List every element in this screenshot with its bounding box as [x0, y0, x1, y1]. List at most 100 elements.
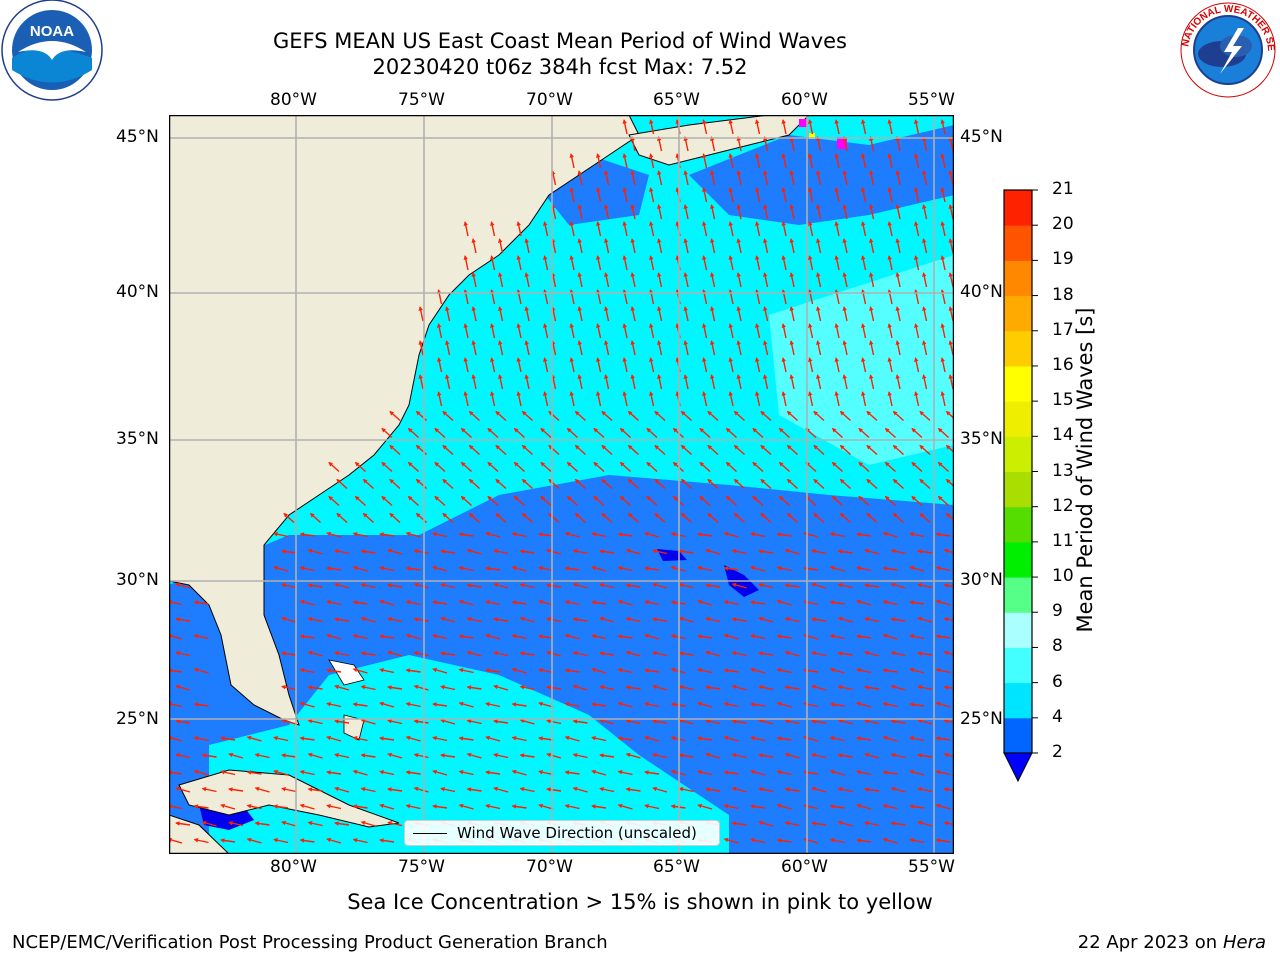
wind-wave-arrow	[254, 821, 270, 826]
wind-wave-arrow	[458, 770, 474, 776]
wind-wave-arrow	[599, 685, 615, 691]
wind-wave-arrow	[733, 478, 745, 490]
wind-wave-arrow	[596, 221, 602, 237]
wind-wave-arrow	[326, 770, 342, 775]
wind-wave-arrow	[856, 803, 872, 810]
wind-wave-arrow	[381, 427, 393, 439]
wind-wave-arrow	[566, 495, 578, 507]
wind-wave-arrow	[630, 136, 636, 152]
wind-wave-arrow	[652, 753, 668, 759]
wind-wave-arrow	[387, 787, 403, 792]
wind-wave-arrow	[466, 787, 482, 792]
wind-wave-arrow	[617, 599, 633, 606]
wind-wave-arrow	[548, 410, 560, 422]
wind-wave-arrow	[895, 306, 901, 322]
wind-wave-arrow	[755, 391, 761, 407]
wind-wave-arrow	[193, 736, 209, 742]
wind-wave-arrow	[654, 410, 666, 422]
wind-wave-arrow	[519, 583, 535, 589]
wind-wave-arrow	[352, 804, 368, 809]
wind-wave-arrow	[736, 272, 742, 288]
wind-wave-arrow	[699, 427, 711, 439]
wind-wave-arrow	[591, 702, 607, 707]
wind-wave-arrow	[352, 769, 368, 776]
wind-wave-arrow	[917, 583, 933, 589]
wind-wave-arrow	[193, 838, 209, 844]
wind-wave-arrow	[495, 410, 507, 422]
wind-wave-arrow	[831, 461, 843, 473]
wind-wave-arrow	[440, 787, 456, 793]
wind-wave-arrow	[604, 204, 610, 220]
wind-wave-arrow	[808, 221, 814, 237]
wind-wave-arrow	[625, 650, 641, 657]
wind-wave-arrow	[490, 357, 496, 373]
wind-wave-arrow	[808, 391, 814, 407]
wind-wave-arrow	[644, 633, 660, 640]
wind-wave-arrow	[784, 548, 800, 555]
wind-wave-arrow	[829, 702, 845, 707]
wind-wave-arrow	[625, 685, 641, 690]
wind-wave-arrow	[869, 272, 875, 288]
nws-logo: NATIONAL WEATHER SERVICE	[1176, 0, 1276, 98]
wind-wave-arrow	[917, 549, 933, 554]
wind-wave-arrow	[882, 804, 898, 810]
wind-wave-arrow	[914, 187, 920, 203]
wind-wave-arrow	[922, 170, 928, 186]
wind-wave-arrow	[413, 684, 429, 691]
wind-wave-arrow	[816, 238, 822, 254]
wind-wave-arrow	[630, 272, 636, 288]
wind-wave-arrow	[652, 549, 668, 555]
wind-wave-arrow	[617, 634, 633, 639]
wind-wave-arrow	[834, 153, 840, 169]
wind-wave-arrow	[763, 238, 769, 254]
wind-wave-arrow	[437, 357, 443, 373]
wind-wave-arrow	[887, 221, 893, 237]
wind-wave-arrow	[702, 391, 708, 407]
wind-wave-arrow	[858, 461, 870, 473]
wind-wave-arrow	[776, 701, 792, 708]
wind-wave-arrow	[654, 512, 666, 524]
wind-wave-arrow	[914, 153, 920, 169]
wind-wave-arrow	[577, 238, 583, 254]
wind-wave-arrow	[702, 255, 708, 271]
wind-wave-arrow	[842, 374, 848, 390]
wind-wave-arrow	[599, 651, 615, 656]
wind-wave-arrow	[405, 633, 421, 640]
wind-wave-arrow	[546, 719, 562, 725]
wind-wave-arrow	[415, 444, 427, 456]
wind-wave-arrow	[418, 374, 424, 390]
wind-wave-arrow	[405, 668, 421, 673]
wind-wave-arrow	[273, 532, 289, 538]
wind-wave-arrow	[781, 187, 787, 203]
wind-wave-arrow	[593, 461, 605, 473]
wind-wave-arrow	[789, 306, 795, 322]
wind-wave-arrow	[808, 255, 814, 271]
wind-wave-arrow	[652, 582, 668, 589]
wind-wave-arrow	[736, 306, 742, 322]
wind-wave-arrow	[699, 461, 711, 473]
bahamas-island	[328, 659, 365, 686]
wind-wave-arrow	[564, 735, 580, 742]
wind-wave-arrow	[943, 719, 954, 724]
wind-wave-arrow	[723, 531, 739, 538]
wind-wave-arrow	[617, 701, 633, 708]
wind-wave-arrow	[538, 770, 554, 776]
wind-wave-arrow	[193, 667, 209, 674]
wind-wave-arrow	[731, 684, 747, 691]
wind-wave-arrow	[254, 753, 270, 759]
wind-wave-arrow	[387, 685, 403, 690]
wind-wave-arrow	[858, 495, 870, 507]
colorbar-label: Mean Period of Wind Waves [s]	[1073, 307, 1097, 633]
wind-wave-arrow	[169, 804, 183, 810]
colorbar-segment	[1004, 225, 1032, 261]
wind-wave-arrow	[723, 702, 739, 708]
wind-wave-arrow	[705, 650, 721, 657]
wind-wave-arrow	[755, 323, 761, 339]
colorbar-segment	[1004, 471, 1032, 508]
wind-wave-arrow	[334, 719, 350, 724]
wind-wave-arrow	[617, 770, 633, 776]
wind-wave-arrow	[839, 410, 851, 422]
wind-wave-arrow	[837, 651, 853, 656]
wind-wave-arrow	[596, 357, 602, 373]
wind-wave-arrow	[890, 821, 906, 826]
